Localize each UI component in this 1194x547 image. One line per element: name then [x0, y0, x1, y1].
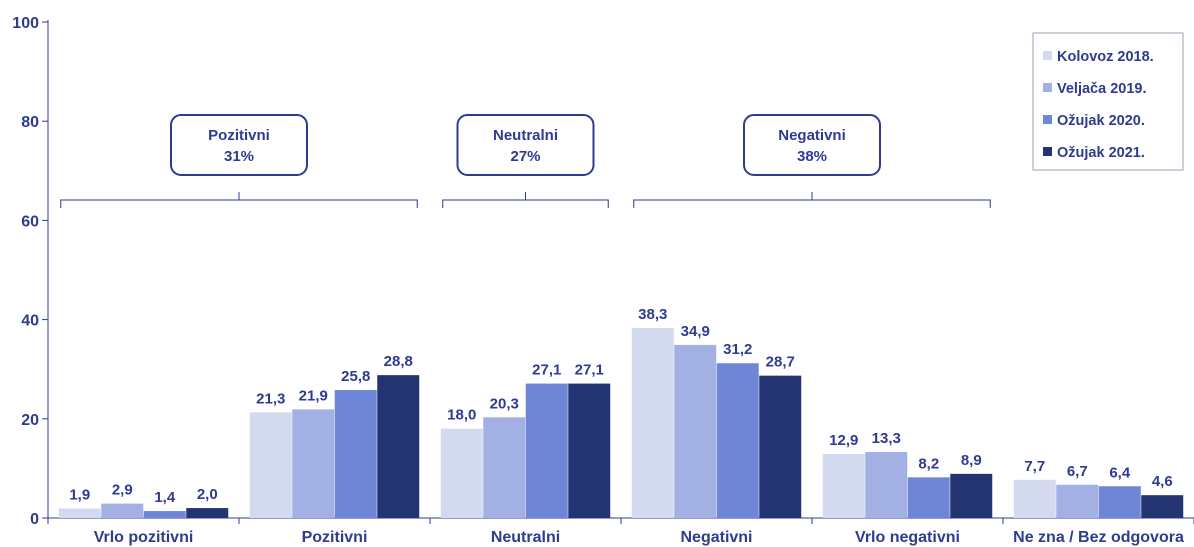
- bar-value-label: 38,3: [638, 306, 667, 323]
- legend-swatch: [1043, 147, 1052, 156]
- bar: [440, 428, 483, 518]
- bar: [292, 409, 335, 518]
- y-tick-label: 40: [21, 313, 39, 330]
- group-box: [456, 114, 595, 176]
- group-bracket: [60, 192, 418, 208]
- bar-value-label: 2,9: [112, 482, 133, 499]
- category-label: Neutralni: [491, 529, 560, 546]
- bar: [822, 454, 865, 518]
- y-tick-label: 20: [21, 412, 39, 429]
- category-label: Vrlo pozitivni: [94, 529, 194, 546]
- bar-value-label: 6,4: [1109, 464, 1131, 481]
- bar-value-label: 21,3: [256, 390, 285, 407]
- group-label: Neutralni: [493, 127, 558, 144]
- legend-label: Veljača 2019.: [1057, 81, 1147, 97]
- bar: [865, 452, 908, 518]
- bar-value-label: 28,8: [384, 353, 413, 370]
- legend-label: Kolovoz 2018.: [1057, 49, 1154, 65]
- bar: [1098, 486, 1141, 518]
- y-tick-label: 0: [30, 511, 39, 528]
- y-tick-label: 80: [21, 114, 39, 131]
- bar-value-label: 21,9: [299, 387, 328, 404]
- bar: [525, 383, 568, 518]
- bar: [568, 383, 611, 518]
- bar: [674, 344, 717, 518]
- bar-value-label: 6,7: [1067, 463, 1088, 480]
- bar-value-label: 1,9: [69, 487, 90, 504]
- bar-value-label: 13,3: [872, 430, 901, 447]
- bar-value-label: 18,0: [447, 407, 476, 424]
- bar: [377, 375, 420, 518]
- category-label: Ne zna / Bez odgovora: [1013, 529, 1184, 546]
- legend-label: Ožujak 2020.: [1057, 113, 1145, 129]
- bar-value-label: 31,2: [723, 341, 752, 358]
- group-value: 38%: [797, 148, 827, 165]
- bar-value-label: 12,9: [829, 432, 858, 449]
- bar: [101, 503, 144, 518]
- bar-value-label: 34,9: [681, 323, 710, 340]
- category-label: Pozitivni: [302, 529, 368, 546]
- legend-label: Ožujak 2021.: [1057, 145, 1145, 161]
- group-value: 31%: [224, 148, 254, 165]
- bar-value-label: 1,4: [154, 489, 176, 506]
- legend-swatch: [1043, 115, 1052, 124]
- bar: [58, 508, 101, 518]
- group-label: Pozitivni: [208, 127, 270, 144]
- bar: [631, 328, 674, 518]
- bar: [950, 473, 993, 518]
- bar: [249, 412, 292, 518]
- group-bracket: [442, 192, 609, 208]
- bar-value-label: 2,0: [197, 486, 218, 503]
- bar-value-label: 20,3: [490, 395, 519, 412]
- bar-value-label: 7,7: [1024, 458, 1045, 475]
- legend-swatch: [1043, 83, 1052, 92]
- bar: [483, 417, 526, 518]
- legend-box: [1032, 32, 1184, 171]
- group-label: Negativni: [778, 127, 846, 144]
- category-label: Negativni: [680, 529, 752, 546]
- bar-value-label: 27,1: [532, 362, 561, 379]
- group-box: [743, 114, 881, 176]
- bar-value-label: 28,7: [766, 354, 795, 371]
- y-tick-label: 100: [12, 15, 39, 32]
- bar: [716, 363, 759, 518]
- bar-value-label: 8,9: [961, 452, 982, 469]
- bar: [1013, 479, 1056, 518]
- category-label: Vrlo negativni: [855, 529, 960, 546]
- bar-value-label: 8,2: [918, 455, 939, 472]
- bar: [1141, 495, 1184, 518]
- bar: [759, 375, 802, 518]
- bar: [143, 511, 186, 518]
- group-box: [170, 114, 308, 176]
- legend-swatch: [1043, 51, 1052, 60]
- group-value: 27%: [510, 148, 540, 165]
- bar-value-label: 4,6: [1152, 473, 1173, 490]
- bar-value-label: 25,8: [341, 368, 370, 385]
- bar: [1056, 484, 1099, 518]
- bar-value-label: 27,1: [575, 362, 604, 379]
- group-bracket: [633, 192, 991, 208]
- bar: [186, 508, 229, 518]
- bar: [334, 390, 377, 518]
- y-tick-label: 60: [21, 213, 39, 230]
- bar: [907, 477, 950, 518]
